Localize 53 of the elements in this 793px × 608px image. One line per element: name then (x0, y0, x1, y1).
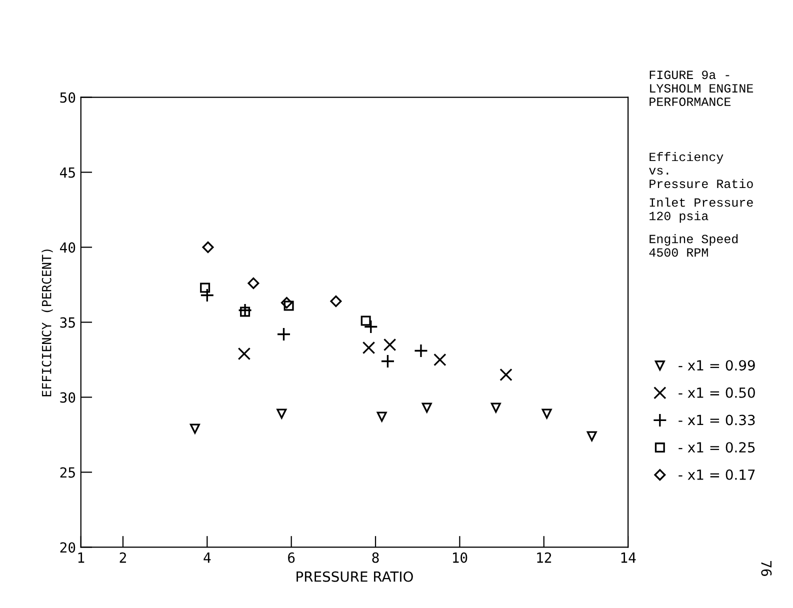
point (190, 424, 200, 434)
legend-label: - x1 = 0.50 (678, 387, 755, 398)
x-tick-label: 4 (204, 552, 211, 563)
point (200, 282, 210, 293)
point (330, 296, 342, 307)
legend-label: - x1 = 0.25 (678, 442, 755, 453)
y-tick-label: 25 (60, 467, 75, 478)
point (284, 300, 294, 311)
text: FIGURE 9a - LYSHOLM ENGINE PERFORMANCE (650, 70, 754, 106)
point (360, 316, 371, 326)
text: Efficiency vs. Pressure Ratio (649, 152, 753, 188)
x-tick-label: 14 (621, 552, 636, 563)
point (542, 408, 552, 419)
point (422, 402, 432, 413)
x-tick-label: 2 (120, 552, 126, 563)
point (240, 306, 250, 317)
text: Engine Speed 4500 RPM (649, 234, 738, 257)
legend-label: - x1 = 0.33 (678, 414, 755, 426)
point (276, 327, 291, 342)
point (414, 344, 428, 358)
point (362, 341, 376, 354)
point (238, 347, 251, 360)
point (376, 412, 387, 422)
point (364, 320, 378, 334)
y-tick-label: 45 (60, 167, 75, 178)
point (248, 278, 260, 289)
x-tick-label: 6 (288, 552, 295, 563)
point (434, 353, 446, 366)
point (202, 242, 214, 253)
y-tick-label: 35 (60, 317, 75, 328)
point (383, 338, 396, 352)
point (238, 303, 252, 318)
x-tick-label: 10 (453, 552, 468, 563)
y-tick-label: 50 (60, 92, 76, 103)
text: Inlet Pressure 120 psia (650, 198, 753, 223)
point (200, 288, 214, 302)
text: 76 (761, 561, 772, 576)
point (276, 408, 287, 419)
y-axis-title: EFFICIENCY (PERCENT) (42, 250, 53, 396)
y-tick-label: 40 (60, 242, 76, 253)
y-tick-label: 20 (60, 542, 76, 553)
x-tick-label: 12 (537, 552, 552, 563)
y-tick-label: 30 (60, 392, 76, 403)
x-tick-label: 8 (372, 552, 379, 563)
x-axis-title: PRESSURE RATIO (296, 571, 413, 582)
point (500, 368, 512, 382)
point (280, 297, 292, 308)
point (586, 431, 597, 442)
legend-label: - x1 = 0.17 (678, 469, 755, 480)
point (490, 402, 501, 413)
point (380, 354, 395, 368)
legend-label: - x1 = 0.99 (678, 360, 755, 371)
x-tick-label: 1 (78, 552, 84, 563)
